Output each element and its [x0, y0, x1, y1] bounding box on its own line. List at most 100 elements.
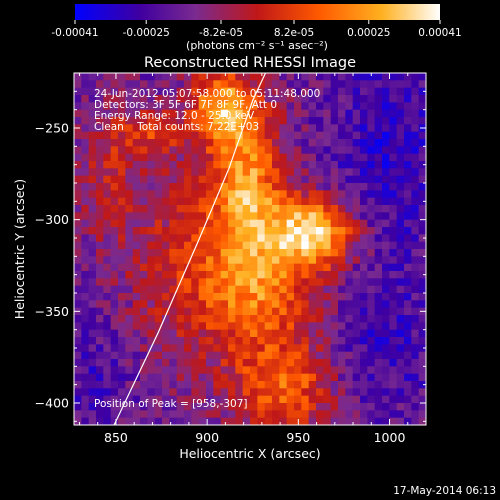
heatmap-pixel	[220, 146, 229, 155]
heatmap-pixel	[242, 417, 251, 425]
heatmap-pixel	[316, 241, 324, 250]
heatmap-pixel	[250, 183, 258, 191]
heatmap-pixel	[184, 300, 192, 309]
heatmap-pixel	[140, 329, 148, 338]
heatmap-pixel	[96, 227, 104, 235]
heatmap-pixel	[272, 329, 280, 338]
heatmap-pixel	[389, 403, 398, 411]
heatmap-pixel	[132, 87, 141, 96]
heatmap-pixel	[279, 124, 288, 133]
heatmap-pixel	[330, 315, 339, 323]
heatmap-pixel	[88, 109, 97, 118]
heatmap-pixel	[191, 271, 200, 279]
heatmap-pixel	[169, 344, 178, 353]
heatmap-pixel	[74, 263, 82, 272]
heatmap-pixel	[242, 73, 251, 81]
heatmap-pixel	[220, 403, 229, 411]
heatmap-pixel	[352, 117, 361, 125]
heatmap-pixel	[96, 95, 104, 103]
heatmap-pixel	[154, 139, 163, 147]
heatmap-pixel	[345, 168, 354, 177]
heatmap-pixel	[96, 381, 104, 389]
heatmap-pixel	[374, 263, 383, 272]
heatmap-pixel	[176, 351, 185, 360]
heatmap-pixel	[367, 322, 376, 331]
heatmap-pixel	[264, 175, 273, 184]
heatmap-pixel	[404, 219, 412, 228]
heatmap-pixel	[213, 168, 222, 177]
heatmap-pixel	[235, 87, 244, 96]
heatmap-pixel	[103, 139, 112, 147]
heatmap-pixel	[279, 322, 288, 331]
heatmap-pixel	[140, 249, 148, 257]
heatmap-pixel	[191, 241, 200, 250]
heatmap-pixel	[250, 285, 258, 294]
heatmap-pixel	[191, 146, 200, 155]
heatmap-pixel	[213, 403, 222, 411]
heatmap-pixel	[257, 124, 266, 133]
heatmap-pixel	[330, 241, 339, 250]
heatmap-pixel	[272, 322, 280, 331]
heatmap-pixel	[418, 73, 426, 81]
heatmap-pixel	[118, 249, 126, 257]
heatmap-pixel	[140, 153, 148, 162]
heatmap-pixel	[418, 344, 426, 353]
heatmap-pixel	[264, 87, 273, 96]
heatmap-pixel	[206, 285, 214, 294]
heatmap-pixel	[374, 337, 383, 345]
heatmap-pixel	[103, 80, 112, 89]
heatmap-pixel	[360, 161, 368, 169]
heatmap-pixel	[264, 153, 273, 162]
heatmap-pixel	[301, 278, 310, 287]
heatmap-pixel	[132, 205, 141, 213]
heatmap-pixel	[279, 102, 288, 111]
heatmap-pixel	[272, 146, 280, 155]
heatmap-pixel	[308, 307, 317, 316]
heatmap-pixel	[103, 366, 112, 375]
heatmap-pixel	[74, 337, 82, 345]
heatmap-pixel	[396, 388, 405, 397]
heatmap-pixel	[308, 395, 317, 404]
heatmap-pixel	[301, 263, 310, 272]
heatmap-pixel	[389, 168, 398, 177]
heatmap-pixel	[132, 227, 141, 235]
heatmap-pixel	[154, 205, 163, 213]
heatmap-pixel	[235, 278, 244, 287]
heatmap-pixel	[213, 183, 222, 191]
heatmap-pixel	[198, 359, 207, 367]
heatmap-pixel	[367, 212, 376, 221]
heatmap-pixel	[213, 197, 222, 206]
heatmap-pixel	[74, 395, 82, 404]
heatmap-pixel	[272, 278, 280, 287]
heatmap-pixel	[154, 234, 163, 243]
heatmap-pixel	[411, 344, 420, 353]
heatmap-pixel	[110, 395, 119, 404]
heatmap-pixel	[125, 410, 134, 419]
heatmap-pixel	[411, 359, 420, 367]
heatmap-pixel	[404, 285, 412, 294]
heatmap-pixel	[279, 395, 288, 404]
x-axis-label: Heliocentric X (arcsec)	[179, 446, 320, 461]
heatmap-pixel	[360, 256, 368, 265]
heatmap-pixel	[191, 175, 200, 184]
heatmap-pixel	[81, 117, 90, 125]
heatmap-pixel	[213, 329, 222, 338]
heatmap-pixel	[338, 285, 346, 294]
heatmap-pixel	[228, 183, 236, 191]
heatmap-pixel	[301, 227, 310, 235]
heatmap-pixel	[330, 263, 339, 272]
heatmap-pixel	[301, 300, 310, 309]
heatmap-pixel	[360, 219, 368, 228]
heatmap-pixel	[352, 263, 361, 272]
heatmap-pixel	[404, 410, 412, 419]
heatmap-pixel	[140, 197, 148, 206]
heatmap-pixel	[184, 337, 192, 345]
heatmap-pixel	[411, 102, 420, 111]
heatmap-pixel	[250, 329, 258, 338]
heatmap-pixel	[147, 381, 156, 389]
heatmap-pixel	[96, 190, 104, 199]
heatmap-pixel	[301, 351, 310, 360]
colorbar-tick-label: 8.2e-05	[274, 27, 314, 39]
heatmap-pixel	[411, 205, 420, 213]
heatmap-pixel	[118, 109, 126, 118]
